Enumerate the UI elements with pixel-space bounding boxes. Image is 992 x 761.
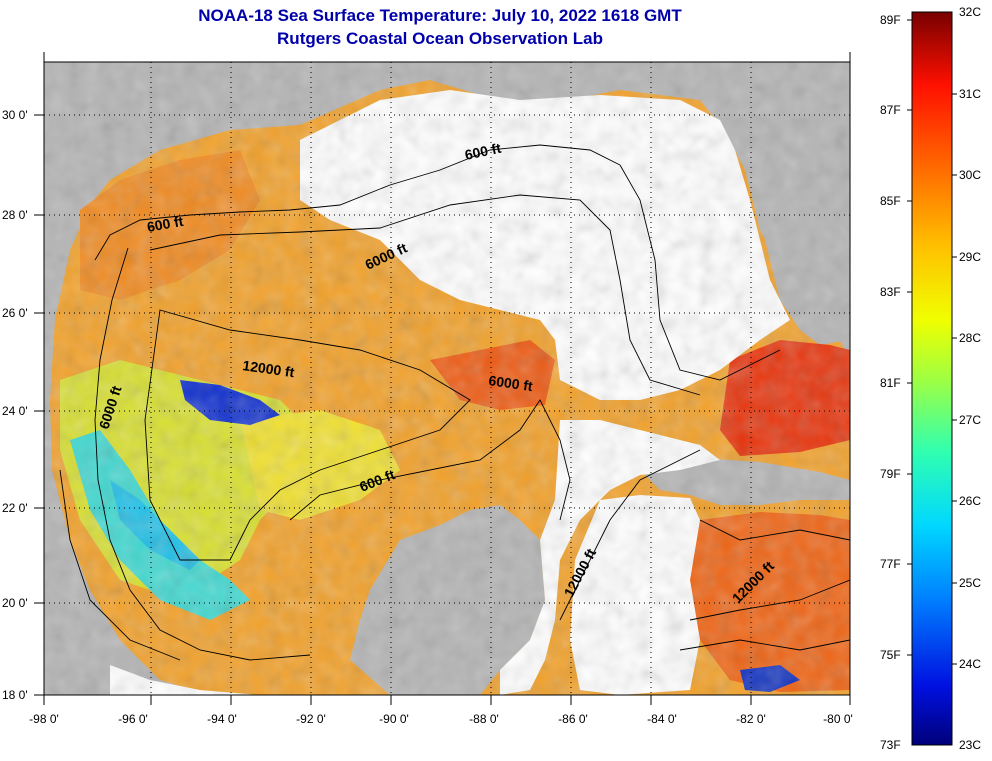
- bathymetry-contours: [59, 144, 850, 661]
- map-subtitle: Rutgers Coastal Ocean Observation Lab: [277, 29, 603, 48]
- contour-6000ft-east: [149, 194, 701, 396]
- lat-label-22: 22 0': [2, 501, 28, 515]
- colorbar-ticks: [907, 19, 957, 665]
- lon-label-96: -96 0': [118, 712, 148, 726]
- contour-12000ft-channel: [559, 449, 701, 621]
- contour-label-12000ft-central: 12000 ft: [242, 357, 296, 380]
- contour-texas-shelf: [59, 469, 181, 661]
- cb-label-26c: 26C: [959, 494, 981, 508]
- cb-label-77f: 77F: [880, 557, 901, 571]
- cb-label-87f: 87F: [880, 103, 901, 117]
- cb-label-89f: 89F: [880, 13, 901, 27]
- contour-600ft-north: [94, 144, 621, 261]
- cb-label-30c: 30C: [959, 168, 981, 182]
- map-title: NOAA-18 Sea Surface Temperature: July 10…: [198, 6, 682, 25]
- colorbar: [911, 11, 953, 746]
- contour-600ft-yucatan: [289, 399, 571, 521]
- cb-label-28c: 28C: [959, 331, 981, 345]
- contour-label-600ft-florida: 600 ft: [463, 140, 502, 163]
- lat-label-26: 26 0': [2, 306, 28, 320]
- contour-label-6000ft-east: 6000 ft: [488, 372, 534, 394]
- cb-label-83f: 83F: [880, 285, 901, 299]
- lon-label-86: -86 0': [558, 712, 588, 726]
- contour-600ft-florida: [619, 164, 781, 381]
- lat-label-18: 18 0': [2, 688, 28, 702]
- lon-label-88: -88 0': [469, 712, 499, 726]
- lon-label-98: -98 0': [29, 712, 59, 726]
- lon-label-80: -80 0': [823, 712, 853, 726]
- lon-label-84: -84 0': [647, 712, 677, 726]
- cb-label-32c: 32C: [959, 5, 981, 19]
- contour-12000ft: [144, 309, 471, 561]
- lon-label-90: -90 0': [379, 712, 409, 726]
- cb-label-27c: 27C: [959, 413, 981, 427]
- cb-label-81f: 81F: [880, 376, 901, 390]
- cb-label-29c: 29C: [959, 250, 981, 264]
- lon-label-82: -82 0': [736, 712, 766, 726]
- grid-lines: [44, 62, 850, 695]
- lat-label-24: 24 0': [2, 404, 28, 418]
- sst-texture: [44, 62, 850, 695]
- contour-caribbean: [679, 519, 850, 651]
- lat-label-28: 28 0': [2, 208, 28, 222]
- cb-label-79f: 79F: [880, 467, 901, 481]
- cb-label-75f: 75F: [880, 648, 901, 662]
- cb-label-85f: 85F: [880, 194, 901, 208]
- lat-label-20: 20 0': [2, 596, 28, 610]
- cb-label-73f: 73F: [880, 738, 901, 752]
- lat-label-30: 30 0': [2, 108, 28, 122]
- contour-6000ft-west: [94, 247, 311, 661]
- cb-label-24c: 24C: [959, 657, 981, 671]
- lon-label-94: -94 0': [207, 712, 237, 726]
- cb-label-23c: 23C: [959, 738, 981, 752]
- axis-ticks: [34, 52, 851, 705]
- lon-label-92: -92 0': [296, 712, 326, 726]
- map-frame: [43, 61, 851, 696]
- cb-label-31c: 31C: [959, 87, 981, 101]
- contour-label-600ft-north: 600 ft: [146, 213, 185, 235]
- cb-label-25c: 25C: [959, 576, 981, 590]
